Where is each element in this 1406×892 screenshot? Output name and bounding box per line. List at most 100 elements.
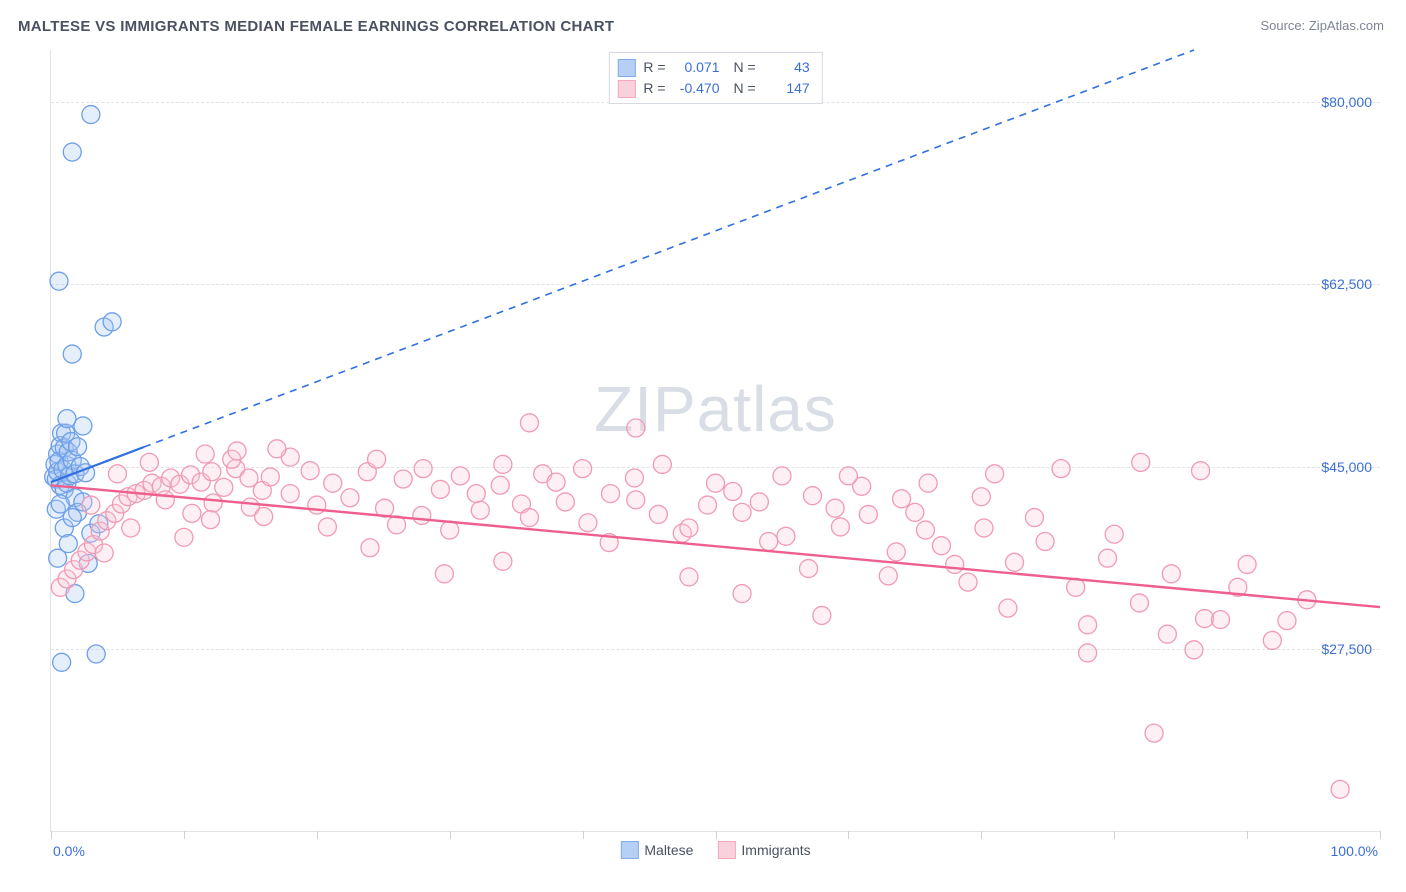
- data-point: [1079, 644, 1097, 662]
- data-point: [1263, 631, 1281, 649]
- data-point: [975, 519, 993, 537]
- data-point: [140, 453, 158, 471]
- data-point: [1192, 462, 1210, 480]
- data-point: [301, 462, 319, 480]
- data-point: [1006, 553, 1024, 571]
- legend-label: Maltese: [644, 842, 693, 858]
- series-legend: Maltese Immigrants: [620, 841, 810, 859]
- data-point: [467, 485, 485, 503]
- source-attribution: Source: ZipAtlas.com: [1260, 18, 1384, 35]
- data-point: [1130, 594, 1148, 612]
- data-point: [95, 544, 113, 562]
- data-point: [699, 496, 717, 514]
- data-point: [946, 555, 964, 573]
- x-tick: [184, 831, 185, 839]
- data-point: [471, 501, 489, 519]
- data-point: [435, 565, 453, 583]
- legend-swatch: [717, 841, 735, 859]
- data-point: [932, 537, 950, 555]
- data-point: [49, 549, 67, 567]
- data-point: [361, 539, 379, 557]
- data-point: [1158, 625, 1176, 643]
- data-point: [627, 419, 645, 437]
- data-point: [813, 606, 831, 624]
- data-point: [556, 493, 574, 511]
- stats-row: R =-0.470 N =147: [617, 78, 809, 99]
- x-tick: [51, 831, 52, 839]
- data-point: [1067, 578, 1085, 596]
- data-point: [972, 488, 990, 506]
- data-point: [1052, 460, 1070, 478]
- data-point: [627, 491, 645, 509]
- data-point: [82, 496, 100, 514]
- data-point: [50, 272, 68, 290]
- data-point: [53, 653, 71, 671]
- data-point: [916, 521, 934, 539]
- data-point: [724, 483, 742, 501]
- data-point: [831, 518, 849, 536]
- data-point: [777, 527, 795, 545]
- data-point: [1036, 533, 1054, 551]
- data-point: [579, 514, 597, 532]
- data-point: [491, 476, 509, 494]
- data-point: [183, 504, 201, 522]
- x-tick: [848, 831, 849, 839]
- data-point: [680, 519, 698, 537]
- data-point: [63, 345, 81, 363]
- data-point: [255, 508, 273, 526]
- data-point: [1025, 509, 1043, 527]
- data-point: [494, 552, 512, 570]
- chart-title: MALTESE VS IMMIGRANTS MEDIAN FEMALE EARN…: [18, 18, 614, 35]
- data-point: [1162, 565, 1180, 583]
- data-point: [887, 543, 905, 561]
- legend-item: Maltese: [620, 841, 693, 859]
- data-point: [58, 410, 76, 428]
- data-point: [625, 469, 643, 487]
- legend-item: Immigrants: [717, 841, 810, 859]
- x-tick: [1114, 831, 1115, 839]
- data-point: [261, 468, 279, 486]
- x-tick: [583, 831, 584, 839]
- data-point: [87, 645, 105, 663]
- legend-swatch: [617, 59, 635, 77]
- data-point: [1099, 549, 1117, 567]
- data-point: [103, 313, 121, 331]
- data-point: [547, 473, 565, 491]
- data-point: [69, 438, 87, 456]
- data-point: [733, 585, 751, 603]
- data-point: [281, 485, 299, 503]
- data-point: [760, 533, 778, 551]
- data-point: [906, 503, 924, 521]
- data-point: [74, 417, 92, 435]
- data-point: [341, 489, 359, 507]
- data-point: [203, 463, 221, 481]
- data-point: [1196, 610, 1214, 628]
- x-tick: [716, 831, 717, 839]
- x-axis-max-label: 100.0%: [1331, 843, 1378, 859]
- regression-line-extrapolated: [144, 50, 1194, 447]
- data-point: [879, 567, 897, 585]
- data-point: [1145, 724, 1163, 742]
- data-point: [196, 445, 214, 463]
- data-point: [520, 414, 538, 432]
- data-point: [394, 470, 412, 488]
- data-point: [750, 493, 768, 511]
- legend-swatch: [617, 80, 635, 98]
- data-point: [204, 494, 222, 512]
- data-point: [893, 490, 911, 508]
- data-point: [413, 506, 431, 524]
- data-point: [1212, 611, 1230, 629]
- data-point: [324, 474, 342, 492]
- data-point: [602, 485, 620, 503]
- data-point: [959, 573, 977, 591]
- data-point: [1238, 555, 1256, 573]
- x-tick: [1247, 831, 1248, 839]
- x-tick: [1380, 831, 1381, 839]
- data-point: [839, 467, 857, 485]
- x-tick: [450, 831, 451, 839]
- data-point: [122, 519, 140, 537]
- data-point: [1105, 525, 1123, 543]
- x-tick: [981, 831, 982, 839]
- data-point: [108, 465, 126, 483]
- data-point: [268, 440, 286, 458]
